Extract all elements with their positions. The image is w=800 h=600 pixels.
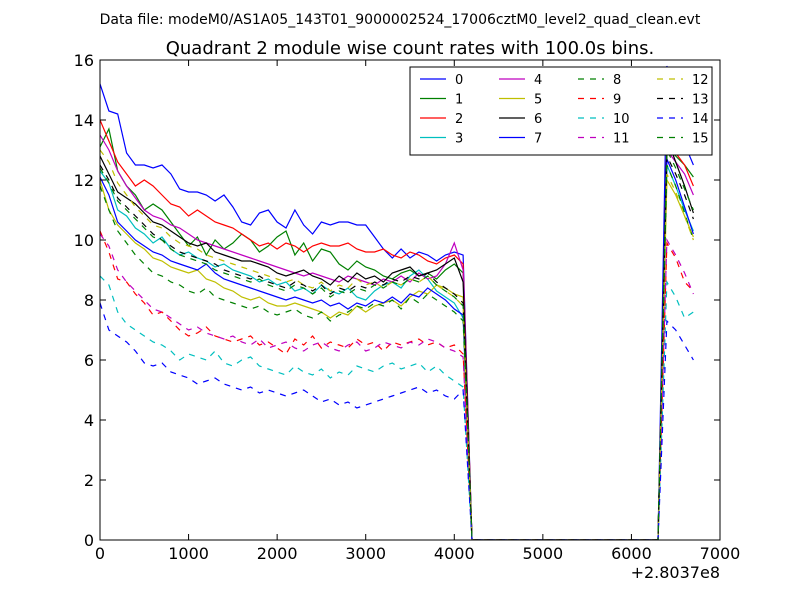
legend-label-1: 1 <box>455 93 463 108</box>
series-line-13 <box>100 155 694 540</box>
y-tick-label: 0 <box>84 531 94 550</box>
data-file-label: Data file: modeM0/AS1A05_143T01_90000025… <box>100 12 701 28</box>
x-tick-label: 2000 <box>257 544 298 563</box>
legend-label-8: 8 <box>613 73 621 88</box>
y-tick-label: 6 <box>84 351 94 370</box>
y-tick-label: 8 <box>84 291 94 310</box>
x-offset-label: +2.8037e8 <box>631 563 720 582</box>
series-line-15 <box>100 149 694 540</box>
legend-label-12: 12 <box>692 73 709 88</box>
series-line-11 <box>100 233 694 540</box>
legend-label-7: 7 <box>534 132 542 147</box>
x-tick-label: 7000 <box>700 544 741 563</box>
y-tick-label: 14 <box>74 111 94 130</box>
series-layer <box>100 65 694 540</box>
series-line-4 <box>100 134 694 540</box>
series-line-7 <box>100 158 694 540</box>
legend-label-13: 13 <box>692 93 709 108</box>
x-tick-label: 6000 <box>611 544 652 563</box>
legend-box <box>409 66 713 156</box>
series-line-3 <box>100 164 694 540</box>
legend-label-5: 5 <box>534 93 542 108</box>
x-tick-label: 1000 <box>168 544 209 563</box>
chart-title: Quadrant 2 module wise count rates with … <box>166 38 655 59</box>
series-line-9 <box>100 230 694 540</box>
legend-label-15: 15 <box>692 132 709 147</box>
series-line-2 <box>100 119 694 540</box>
legend-label-3: 3 <box>455 132 463 147</box>
ticks-layer: 0 1000 2000 3000 4000 5000 6000 700002468101214… <box>74 51 741 563</box>
legend-label-10: 10 <box>613 112 630 127</box>
x-tick-label: 3000 <box>345 544 386 563</box>
y-tick-label: 2 <box>84 471 94 490</box>
legend-label-6: 6 <box>534 112 542 127</box>
legend-label-4: 4 <box>534 73 542 88</box>
x-tick-label: 4000 <box>434 544 475 563</box>
y-tick-label: 12 <box>74 171 94 190</box>
series-line-12 <box>100 149 694 540</box>
y-tick-label: 4 <box>84 411 94 430</box>
x-tick-label: 5000 <box>522 544 563 563</box>
x-tick-label: 0 <box>95 544 105 563</box>
legend-label-11: 11 <box>613 132 630 147</box>
series-line-0 <box>100 65 694 540</box>
legend-label-2: 2 <box>455 112 463 127</box>
y-tick-label: 16 <box>74 51 94 70</box>
series-line-5 <box>100 177 694 540</box>
series-line-6 <box>100 137 694 540</box>
legend-label-14: 14 <box>692 112 709 127</box>
legend-label-9: 9 <box>613 93 621 108</box>
legend-label-0: 0 <box>455 73 463 88</box>
y-tick-label: 10 <box>74 231 94 250</box>
